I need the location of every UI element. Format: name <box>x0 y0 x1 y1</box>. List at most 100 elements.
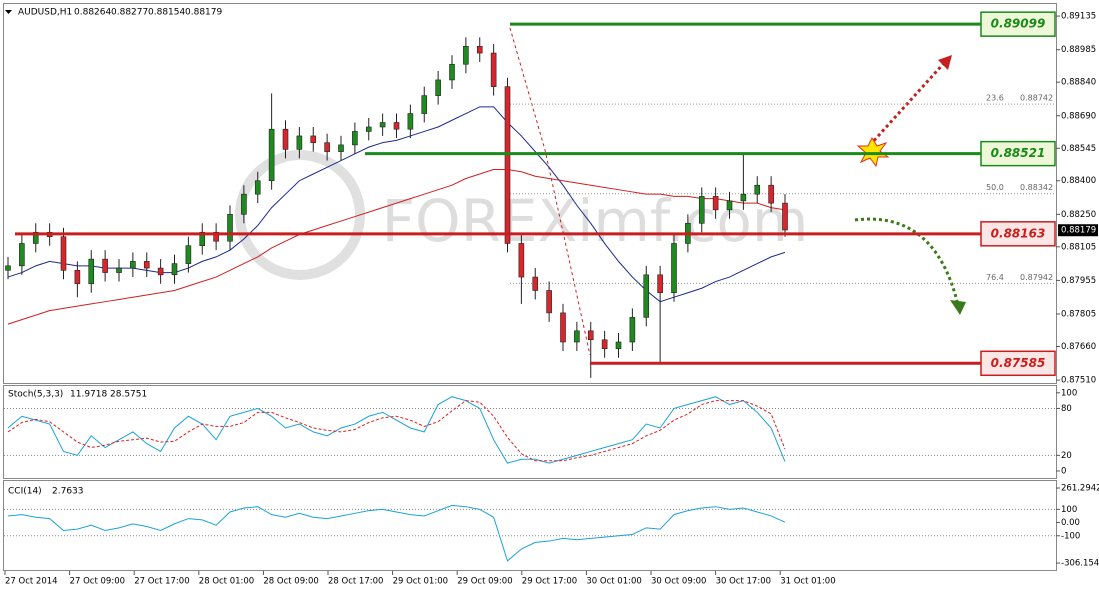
candle-body <box>754 184 761 195</box>
candle-body <box>532 276 539 291</box>
indicator-value: 2.7633 <box>52 487 84 497</box>
symbol: AUDUSD,H1 <box>18 8 72 18</box>
y-tick-label: 100 <box>1061 388 1077 398</box>
candle-body <box>379 122 386 128</box>
y-tick-label: 0.88545 <box>1061 144 1096 154</box>
header-value: 0.88154 <box>148 8 185 18</box>
candle-body <box>199 231 206 246</box>
fib-ratio: 76.4 <box>986 273 1004 282</box>
indicator-value: 28.5751 <box>110 390 147 400</box>
current-price-box <box>1058 224 1098 237</box>
x-tick-label: 28 Oct 09:00 <box>263 577 318 587</box>
candle-body <box>338 144 344 152</box>
candle-body <box>365 126 372 132</box>
y-tick-label: -100 <box>1061 531 1080 541</box>
fib-ratio: 50.0 <box>986 183 1004 192</box>
up-arrow <box>868 60 947 147</box>
candle-body <box>324 142 330 152</box>
candle-body <box>143 261 150 269</box>
y-tick-label: -306.1549 <box>1061 559 1099 569</box>
x-tick-label: 31 Oct 01:00 <box>780 577 835 587</box>
candle-body <box>782 202 788 231</box>
candle-body <box>546 290 552 314</box>
moving-average <box>7 169 786 325</box>
candle-body <box>310 135 317 143</box>
fib-price: 0.87942 <box>1020 273 1053 282</box>
candle-body <box>740 193 747 202</box>
candle-body <box>726 200 733 211</box>
x-tick-label: 30 Oct 09:00 <box>651 577 706 587</box>
y-tick-label: 0.87660 <box>1061 342 1096 352</box>
menu-arrow <box>5 10 12 14</box>
candle-body <box>227 214 233 242</box>
candle-body <box>282 128 289 150</box>
y-tick-label: 0.00 <box>1061 518 1080 528</box>
candle-body <box>657 274 663 294</box>
candle-body <box>130 261 136 269</box>
stoch-panel <box>3 385 1057 479</box>
x-tick-label: 28 Oct 01:00 <box>199 577 254 587</box>
current-price: 0.88179 <box>1061 226 1096 236</box>
y-tick-label: 0.88105 <box>1061 242 1096 252</box>
candle-body <box>254 180 261 195</box>
cci-panel <box>3 480 1057 571</box>
candle-body <box>157 267 164 276</box>
candle-body <box>518 243 525 278</box>
candle-body <box>504 86 511 244</box>
level-label: 0.87585 <box>991 356 1046 370</box>
header-value: 0.88264 <box>74 8 111 18</box>
candle-body <box>393 122 400 130</box>
watermark: FOREXimf.com <box>382 187 809 255</box>
candle-body <box>60 236 67 271</box>
candle-body <box>407 113 414 130</box>
level-box <box>980 221 1056 247</box>
level-label: 0.88521 <box>991 146 1046 160</box>
candle-body <box>19 243 25 267</box>
candle-body <box>116 267 122 273</box>
candle-body <box>213 231 219 242</box>
candle-body <box>671 243 677 294</box>
header-value: 0.88179 <box>185 8 222 18</box>
x-tick-label: 30 Oct 01:00 <box>586 577 641 587</box>
candle-body <box>490 52 497 87</box>
candle-body <box>296 135 303 150</box>
fib-ratio: 23.6 <box>986 94 1004 103</box>
candle-body <box>171 263 178 276</box>
indicator-value: 11.9718 <box>70 390 107 400</box>
candle-body <box>601 339 608 350</box>
candle-body <box>32 231 39 244</box>
candle-body <box>587 330 594 341</box>
level-box <box>980 11 1056 37</box>
x-tick-label: 29 Oct 01:00 <box>393 577 448 587</box>
y-tick-label: 80 <box>1061 404 1072 414</box>
stoch-title: Stoch(5,3,3) <box>8 390 63 400</box>
y-tick-label: 20 <box>1061 451 1072 461</box>
candle-body <box>74 270 81 285</box>
y-tick-label: 0.88250 <box>1061 210 1096 220</box>
candle-body <box>476 46 483 54</box>
candle-body <box>560 312 566 343</box>
candle-body <box>435 79 441 96</box>
star-burst <box>856 136 890 168</box>
indicator-line <box>7 400 786 462</box>
level-box <box>980 350 1056 377</box>
y-tick-label: 0.87510 <box>1061 376 1096 386</box>
indicator-line <box>7 396 786 464</box>
cci-title: CCI(14) <box>8 487 42 497</box>
y-tick-label: 0.87805 <box>1061 310 1096 320</box>
x-tick-label: 27 Oct 2014 <box>5 577 58 587</box>
level-label: 0.88163 <box>991 226 1046 240</box>
candle-body <box>629 317 636 343</box>
candle-body <box>698 196 705 224</box>
y-tick-label: 0.87955 <box>1061 276 1096 286</box>
y-tick-label: 0.88840 <box>1061 78 1096 88</box>
candle-body <box>185 245 192 264</box>
indicator-line <box>7 504 786 562</box>
x-tick-label: 27 Oct 17:00 <box>134 577 189 587</box>
candle-body <box>241 193 247 215</box>
moving-average <box>7 106 786 303</box>
fib-zigzag <box>509 27 591 356</box>
y-tick-label: 0 <box>1061 466 1066 476</box>
main-panel <box>3 3 1057 384</box>
